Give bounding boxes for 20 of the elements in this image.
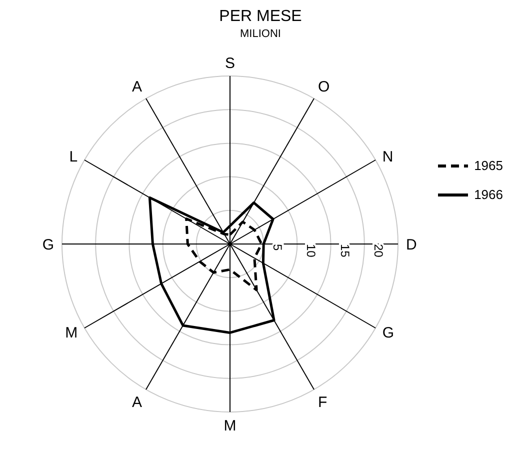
chart-title: PER MESE bbox=[218, 8, 303, 26]
y-tick-label: 15 bbox=[338, 244, 352, 258]
chart-subtitle: MILIONI bbox=[239, 28, 282, 40]
y-tick-label: 5 bbox=[270, 244, 285, 251]
spoke-label: A bbox=[132, 394, 142, 412]
spoke-label: O bbox=[318, 78, 330, 96]
spoke-label: G bbox=[42, 236, 54, 254]
spoke-label: G bbox=[382, 324, 394, 342]
spoke-label: F bbox=[318, 394, 328, 412]
spoke-label: A bbox=[132, 78, 142, 96]
spoke-label: S bbox=[224, 55, 236, 72]
spoke-label: L bbox=[69, 148, 78, 166]
spoke-label: N bbox=[382, 148, 394, 166]
legend-label: 1966 bbox=[474, 187, 503, 202]
spoke-label: M bbox=[65, 324, 78, 342]
y-tick-label: 10 bbox=[304, 244, 318, 258]
spoke-label: D bbox=[406, 236, 417, 254]
legend-label: 1965 bbox=[474, 158, 503, 173]
y-tick-label: 20 bbox=[371, 244, 386, 258]
spoke-label: M bbox=[224, 418, 236, 435]
